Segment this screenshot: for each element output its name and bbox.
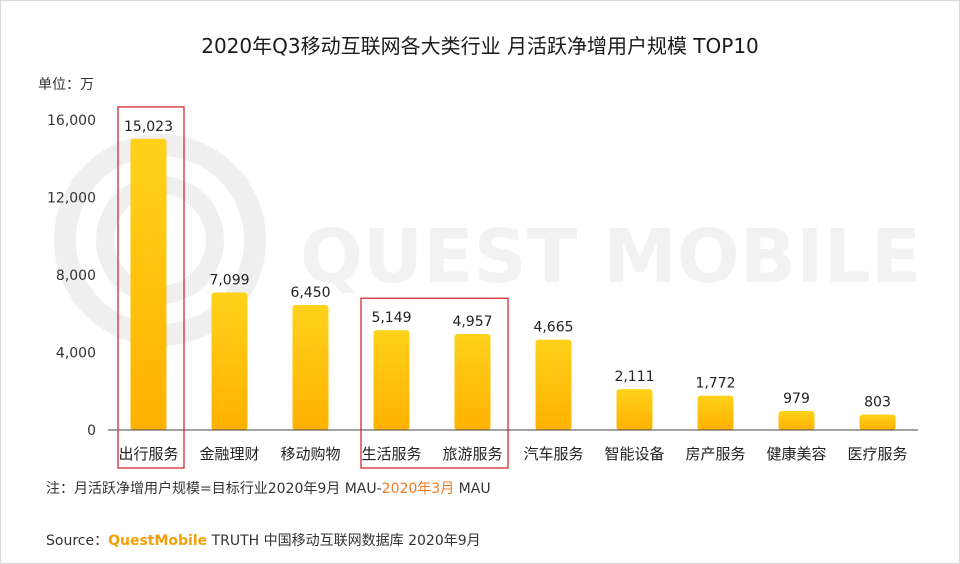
data-label: 15,023 <box>124 119 173 135</box>
footnote: 注：月活跃净增用户规模=目标行业2020年9月 MAU-2020年3月 MAU <box>46 478 491 498</box>
watermark: QUEST MOBILE <box>54 134 921 346</box>
unit-label: 单位：万 <box>38 77 94 93</box>
category-label: 健康美容 <box>766 445 826 463</box>
bar <box>778 411 815 430</box>
data-label: 5,149 <box>371 310 411 326</box>
category-label: 金融理财 <box>199 445 259 463</box>
highlight-box <box>360 297 509 469</box>
footnote-suffix: MAU <box>454 481 491 497</box>
x-axis-labels: 出行服务 金融理财 移动购物 生活服务 旅游服务 汽车服务 智能设备 房产服务 健康美容 医疗服务 <box>118 445 907 463</box>
bar <box>535 339 572 430</box>
source-prefix: Source： <box>46 533 109 549</box>
category-label: 出行服务 <box>118 445 178 463</box>
category-label: 旅游服务 <box>442 445 502 463</box>
bar <box>130 138 167 430</box>
bar <box>373 330 410 430</box>
data-label: 7,099 <box>209 272 249 288</box>
category-label: 移动购物 <box>280 445 340 463</box>
data-label: 4,957 <box>452 314 492 330</box>
data-label: 6,450 <box>290 285 330 301</box>
data-label: 1,772 <box>695 376 735 392</box>
data-label: 979 <box>783 391 810 407</box>
data-label: 803 <box>864 394 891 410</box>
bar <box>292 305 329 430</box>
source-line: Source：QuestMobile TRUTH 中国移动互联网数据库 2020… <box>46 530 481 550</box>
bar <box>211 292 248 430</box>
category-label: 房产服务 <box>685 445 745 463</box>
bar-chart: QUEST MOBILE 0 4,000 8,000 12,000 16,000 15,… <box>47 106 921 469</box>
data-label: 2,111 <box>614 369 654 385</box>
y-tick-label: 16,000 <box>47 113 96 129</box>
category-label: 智能设备 <box>604 445 664 463</box>
y-tick-label: 4,000 <box>56 346 96 362</box>
category-label: 汽车服务 <box>523 445 583 463</box>
highlight-boxes <box>117 106 509 469</box>
source-brand: QuestMobile <box>108 533 208 549</box>
footnote-prefix: 注：月活跃净增用户规模=目标行业2020年9月 MAU- <box>46 481 382 497</box>
bar <box>697 395 734 430</box>
bar <box>454 333 491 430</box>
bars: 15,023 7,099 6,450 5,149 4,957 4,665 2,111 1,77… <box>124 119 896 430</box>
y-tick-label: 0 <box>87 423 96 439</box>
y-axis: 0 4,000 8,000 12,000 16,000 <box>47 113 96 439</box>
y-tick-label: 12,000 <box>47 191 96 207</box>
data-label: 4,665 <box>533 320 573 336</box>
category-label: 生活服务 <box>361 445 421 463</box>
chart-title: 2020年Q3移动互联网各大类行业 月活跃净增用户规模 TOP10 <box>201 34 759 58</box>
y-tick-label: 8,000 <box>56 268 96 284</box>
category-label: 医疗服务 <box>847 445 907 463</box>
bar <box>859 414 896 430</box>
bar <box>616 389 653 430</box>
source-suffix: TRUTH 中国移动互联网数据库 2020年9月 <box>207 533 481 549</box>
footnote-highlight: 2020年3月 <box>381 481 455 497</box>
highlight-box <box>117 106 185 469</box>
watermark-text: QUEST MOBILE <box>300 214 921 300</box>
